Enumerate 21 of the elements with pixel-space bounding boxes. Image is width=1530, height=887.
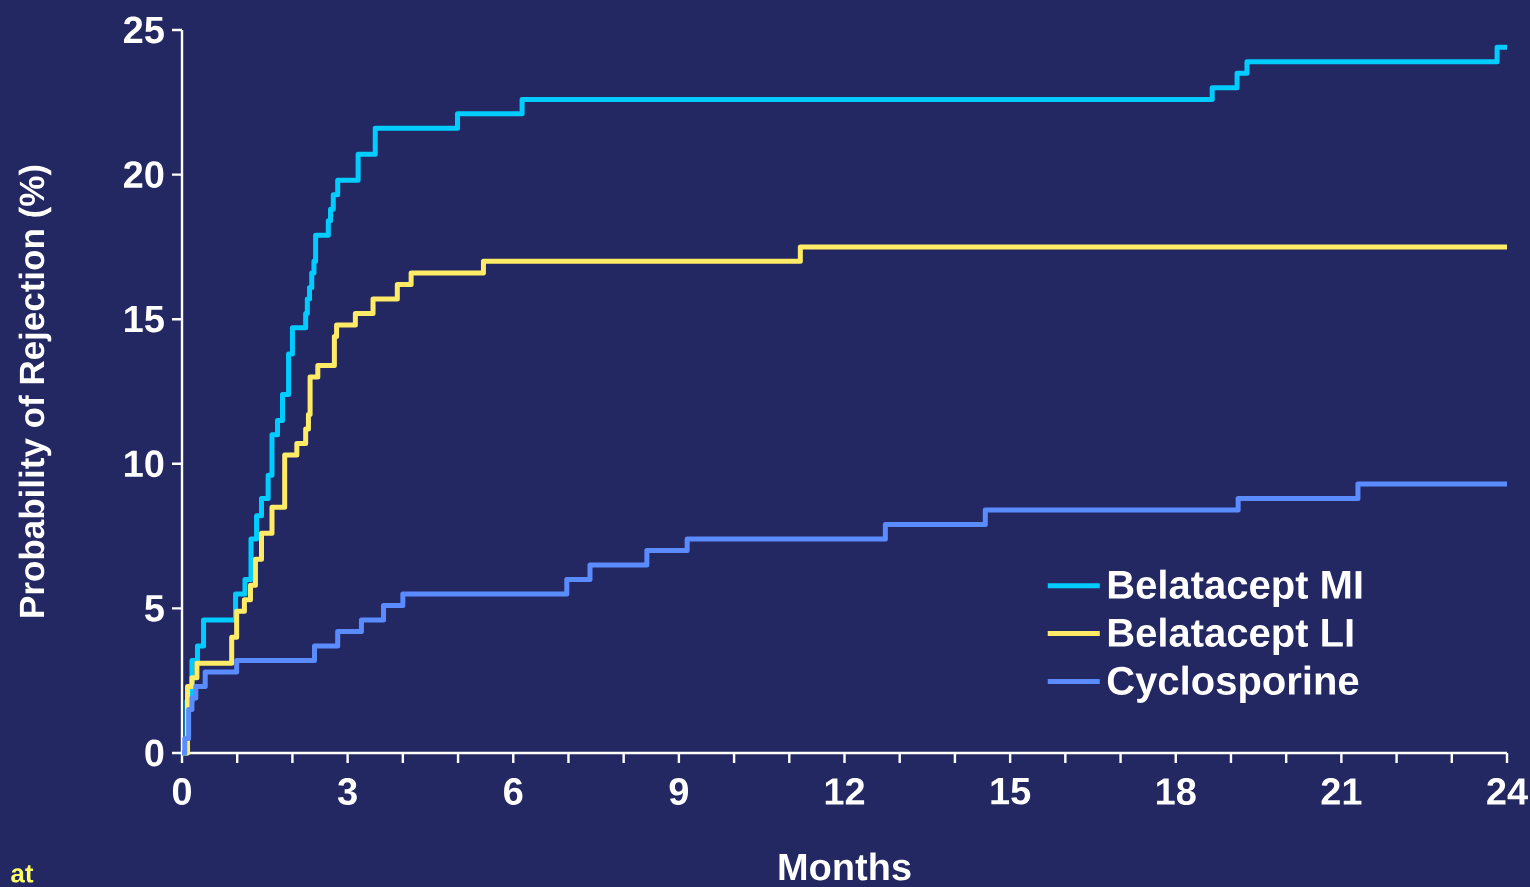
x-tick-label: 12 [825, 778, 865, 805]
y-tick-label: 10 [125, 450, 164, 478]
y-tick-label: 20 [123, 161, 164, 189]
x-tick-label: 0 [172, 778, 192, 805]
x-tick-label: 15 [991, 778, 1031, 805]
y-tick-label: 5 [144, 595, 164, 622]
x-tick-label: 3 [337, 778, 357, 806]
x-tick-label: 9 [669, 778, 689, 805]
text: at [11, 865, 34, 883]
x-tick-label: 21 [1321, 778, 1362, 805]
legend-label: Cyclosporine [1107, 665, 1359, 703]
x-tick-label: 24 [1487, 778, 1528, 805]
y-tick-label: 15 [125, 305, 164, 333]
y-tick-label: 25 [123, 16, 164, 44]
y-tick-label: 0 [145, 739, 164, 767]
legend-label: Belatacept MI [1108, 569, 1362, 607]
x-axis-title: Months [779, 852, 911, 881]
legend-label: Belatacept LI [1108, 617, 1353, 655]
x-tick-label: 6 [504, 778, 523, 805]
x-tick-label: 18 [1157, 778, 1196, 805]
y-axis-title: Probability of Rejection (%) [18, 165, 52, 617]
